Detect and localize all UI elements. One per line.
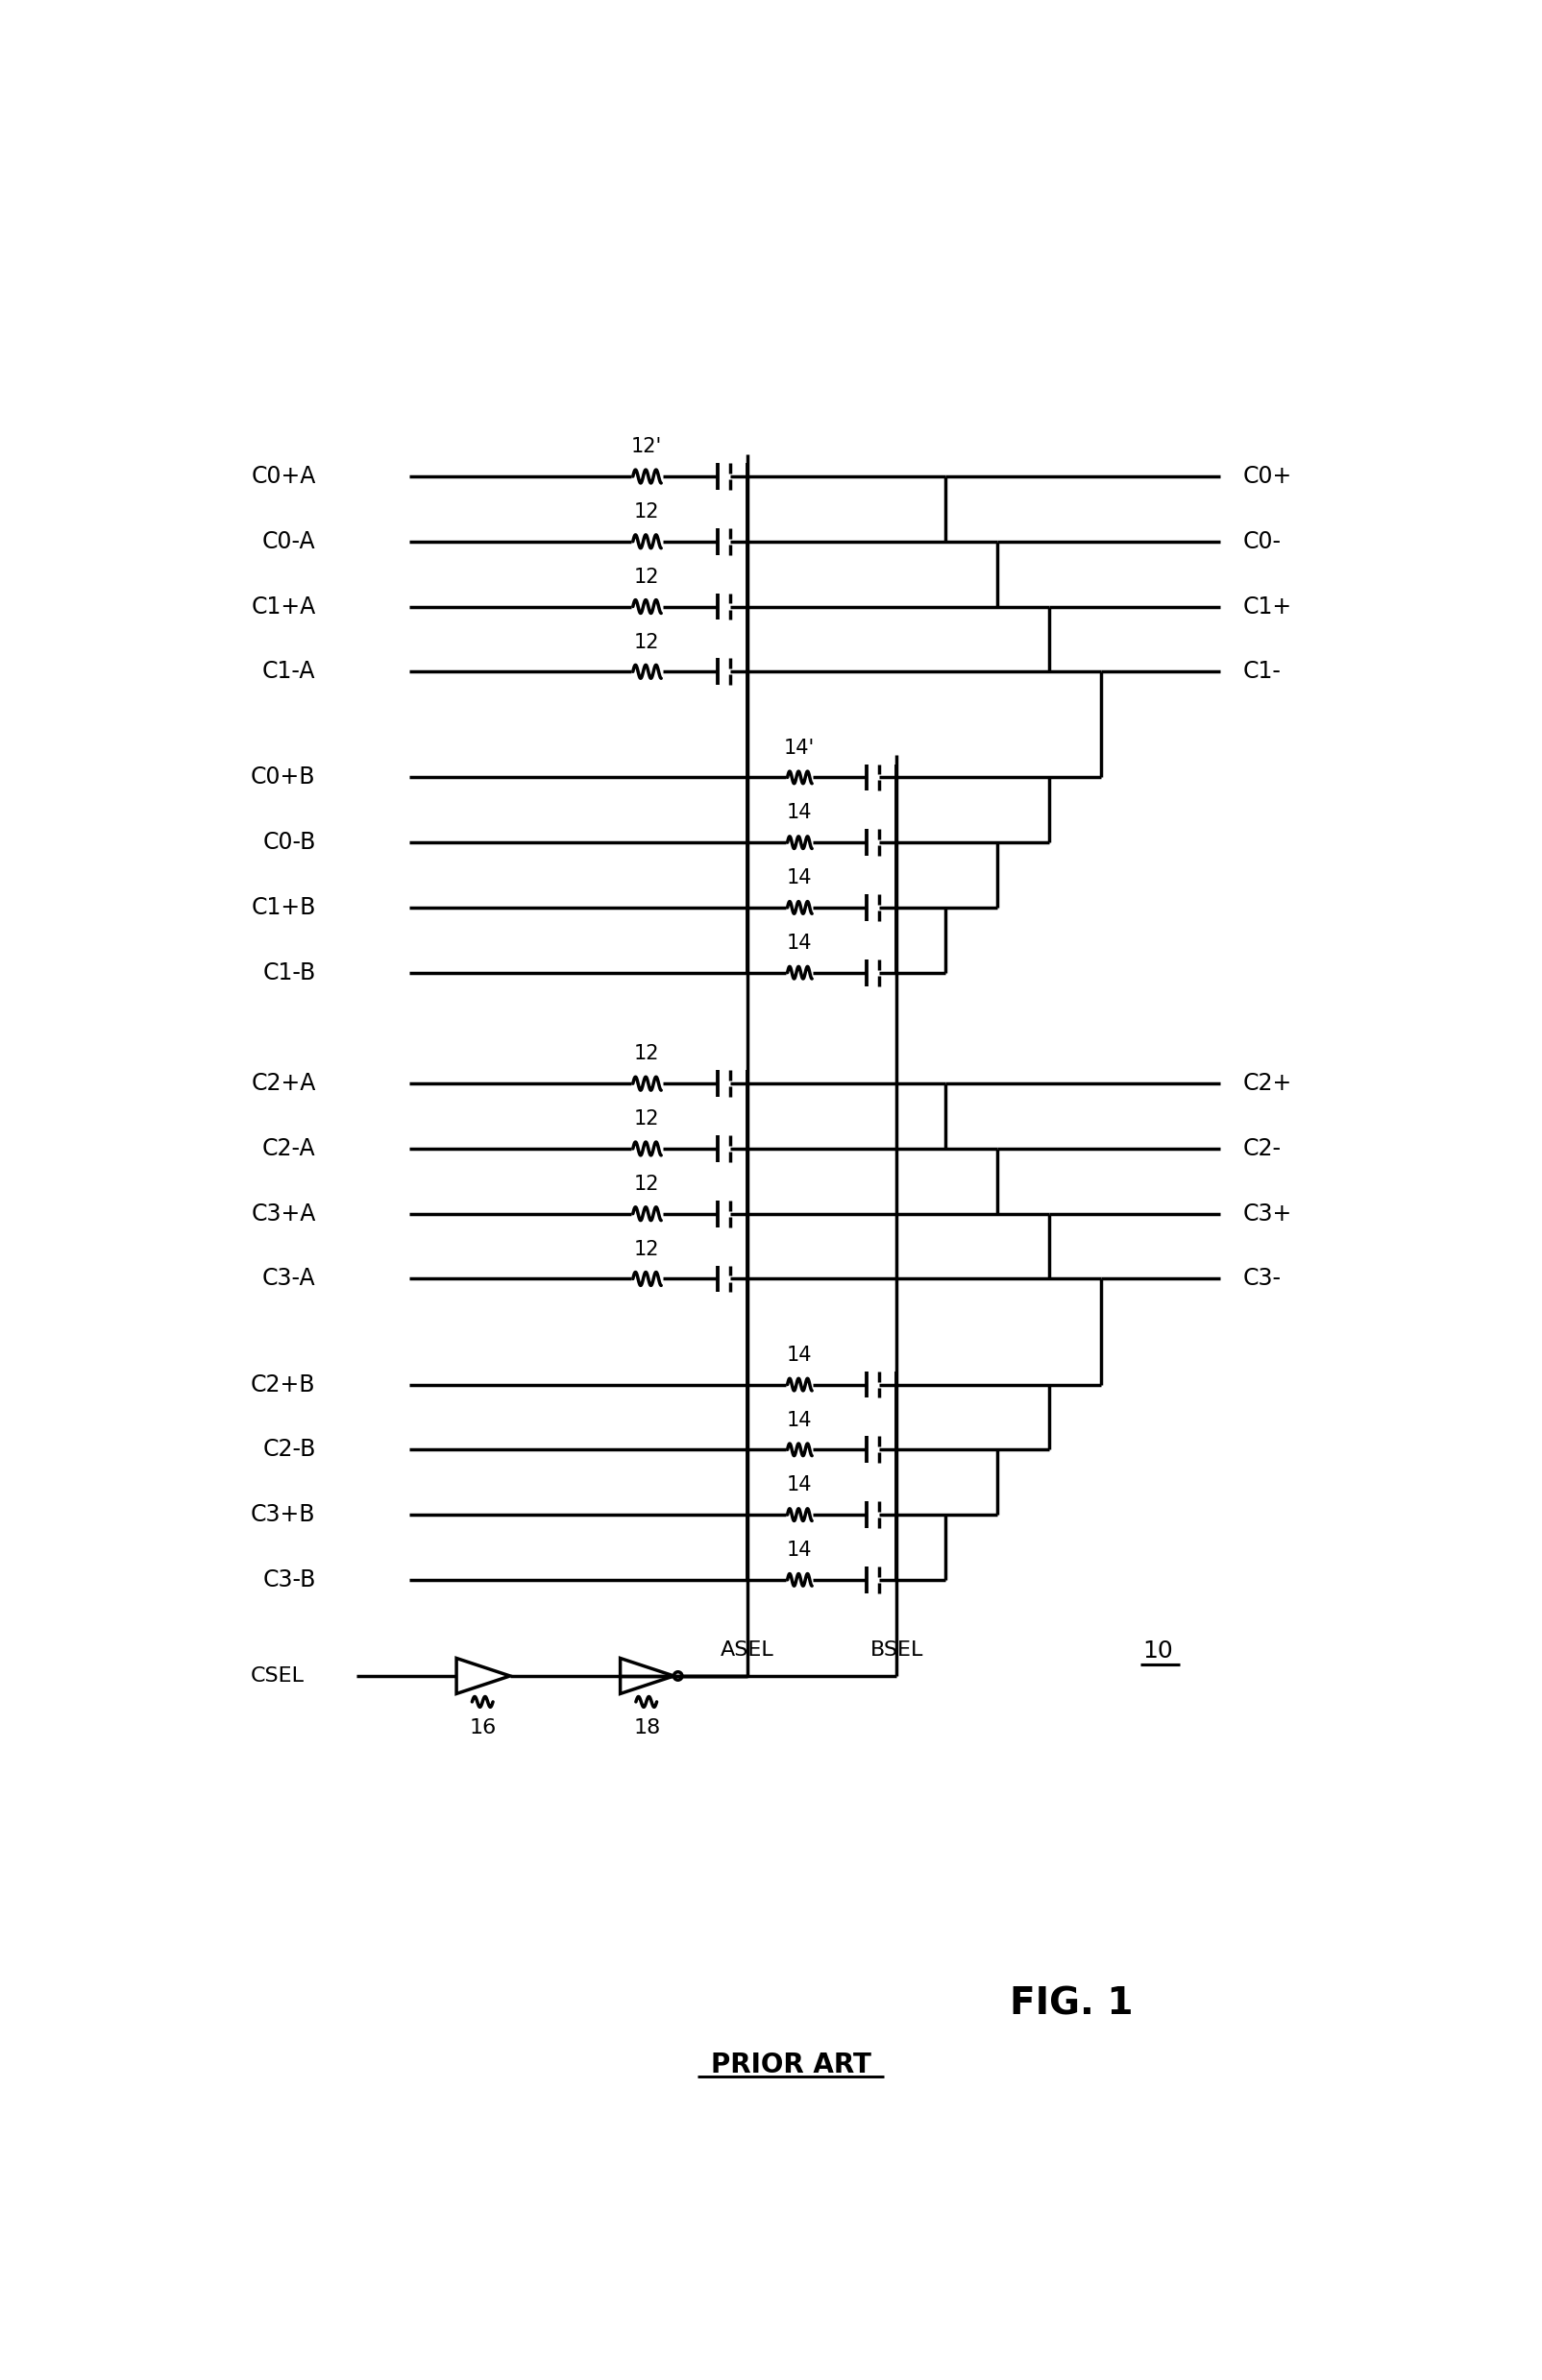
Text: C1-A: C1-A bbox=[262, 659, 316, 683]
Text: 14': 14' bbox=[783, 738, 814, 757]
Text: 10: 10 bbox=[1141, 1640, 1172, 1664]
Text: C3-B: C3-B bbox=[262, 1568, 316, 1592]
Text: C2-B: C2-B bbox=[262, 1438, 316, 1461]
Text: C3-A: C3-A bbox=[262, 1266, 316, 1290]
Text: C1-B: C1-B bbox=[262, 962, 316, 985]
Text: 14: 14 bbox=[786, 1345, 811, 1364]
Text: 12: 12 bbox=[634, 566, 658, 585]
Text: C0-B: C0-B bbox=[262, 831, 316, 854]
Text: FIG. 1: FIG. 1 bbox=[1008, 1985, 1132, 2023]
Text: 14: 14 bbox=[786, 933, 811, 952]
Text: C0+A: C0+A bbox=[251, 464, 316, 488]
Text: 12: 12 bbox=[634, 1176, 658, 1195]
Text: C1+: C1+ bbox=[1241, 595, 1291, 619]
Text: 14: 14 bbox=[786, 1540, 811, 1559]
Text: C2+B: C2+B bbox=[251, 1373, 316, 1397]
Text: C0+B: C0+B bbox=[251, 766, 316, 788]
Text: C1-: C1- bbox=[1241, 659, 1280, 683]
Text: 14: 14 bbox=[786, 804, 811, 823]
Text: C1+B: C1+B bbox=[251, 895, 316, 919]
Text: C0+: C0+ bbox=[1241, 464, 1291, 488]
Text: C1+A: C1+A bbox=[251, 595, 316, 619]
Text: 12: 12 bbox=[634, 502, 658, 521]
Text: C2-: C2- bbox=[1241, 1138, 1280, 1159]
Text: 12: 12 bbox=[634, 1240, 658, 1259]
Text: PRIOR ART: PRIOR ART bbox=[711, 2052, 870, 2078]
Text: 12: 12 bbox=[634, 1045, 658, 1064]
Text: C2-A: C2-A bbox=[262, 1138, 316, 1159]
Text: 12: 12 bbox=[634, 1109, 658, 1128]
Text: ASEL: ASEL bbox=[720, 1640, 774, 1659]
Text: BSEL: BSEL bbox=[870, 1640, 922, 1659]
Text: C2+: C2+ bbox=[1241, 1071, 1291, 1095]
Text: C3+: C3+ bbox=[1241, 1202, 1291, 1226]
Text: 16: 16 bbox=[469, 1718, 497, 1737]
Text: 12: 12 bbox=[634, 633, 658, 652]
Text: 18: 18 bbox=[634, 1718, 660, 1737]
Text: C0-A: C0-A bbox=[262, 531, 316, 552]
Text: CSEL: CSEL bbox=[251, 1666, 304, 1685]
Text: C2+A: C2+A bbox=[251, 1071, 316, 1095]
Text: 14: 14 bbox=[786, 869, 811, 888]
Text: C3-: C3- bbox=[1241, 1266, 1280, 1290]
Text: 14: 14 bbox=[786, 1476, 811, 1495]
Text: 12': 12' bbox=[631, 438, 662, 457]
Text: C3+B: C3+B bbox=[251, 1504, 316, 1526]
Text: 14: 14 bbox=[786, 1411, 811, 1430]
Text: C0-: C0- bbox=[1241, 531, 1280, 552]
Text: C3+A: C3+A bbox=[251, 1202, 316, 1226]
